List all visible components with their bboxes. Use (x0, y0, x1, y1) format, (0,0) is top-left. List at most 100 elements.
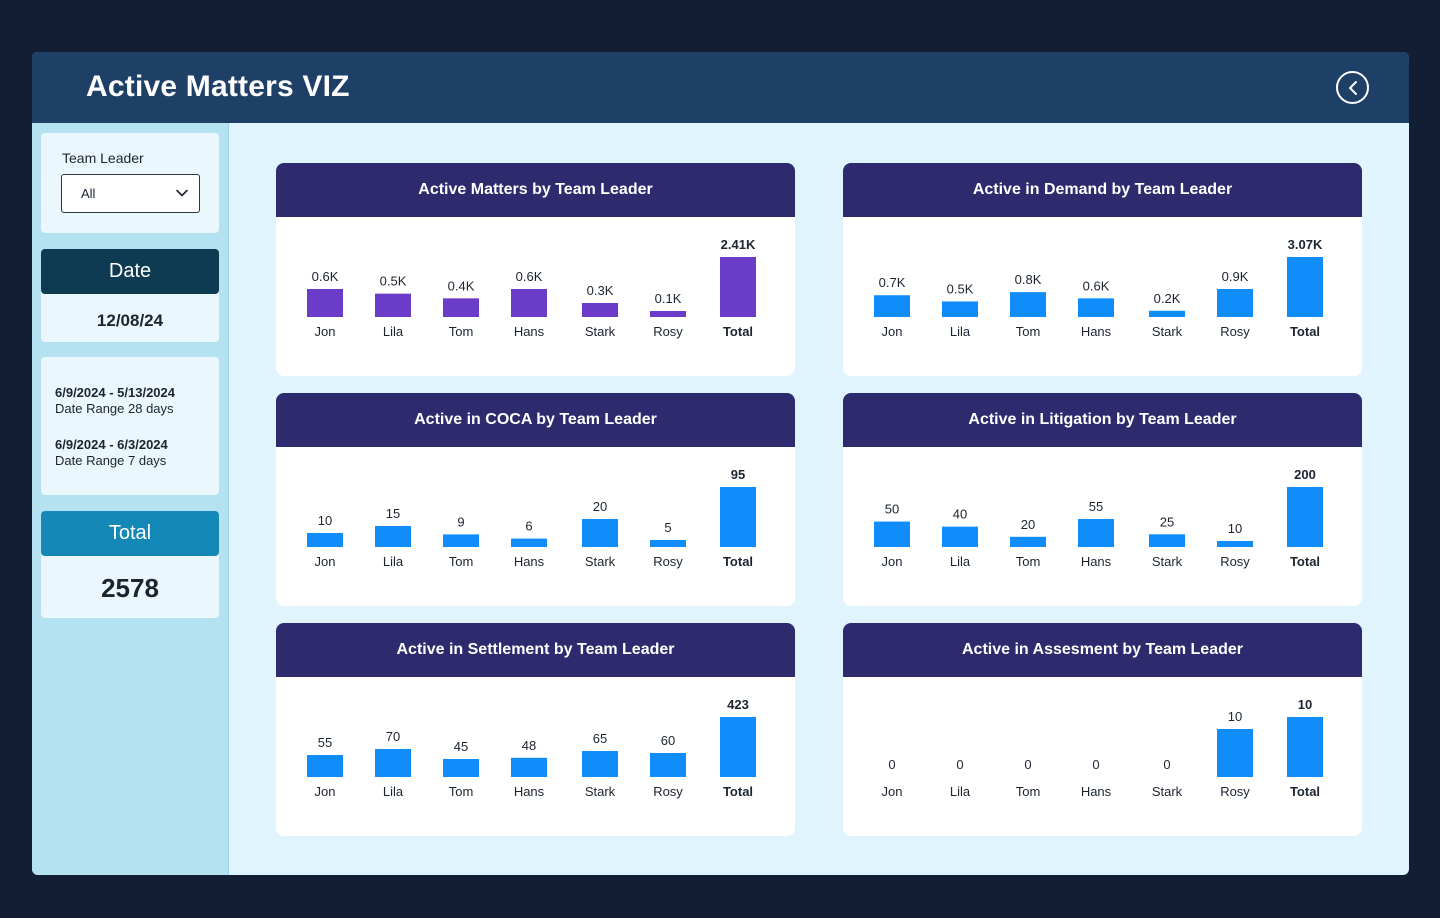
category-label: Tom (1016, 784, 1041, 799)
bar-lila[interactable] (375, 749, 411, 777)
data-label: 60 (661, 733, 675, 748)
chart-panel-coca: Active in COCA by Team Leader 10 Jon 15 Lil… (276, 393, 795, 606)
category-label: Total (723, 324, 753, 339)
bar-jon[interactable] (307, 289, 343, 317)
bar-hans[interactable] (511, 757, 547, 777)
category-label: Jon (882, 784, 903, 799)
bar-rosy[interactable] (1217, 729, 1253, 777)
bar-stark[interactable] (582, 751, 618, 777)
category-label: Tom (449, 784, 474, 799)
bar-chart: 50 Jon 40 Lila 20 Tom 55 Hans 25 Stark 10 Rosy 200 To… (874, 467, 1323, 569)
bar-total[interactable] (1287, 487, 1323, 547)
category-label: Hans (1081, 554, 1112, 569)
bar-stark[interactable] (1149, 310, 1185, 317)
chart-panel-demand: Active in Demand by Team Leader 0.7K Jon 0… (843, 163, 1362, 376)
bar-tom[interactable] (443, 759, 479, 777)
bar-stark[interactable] (582, 303, 618, 317)
date-card: Date 12/08/24 (41, 249, 219, 342)
bar-hans[interactable] (511, 538, 547, 547)
bar-jon[interactable] (307, 533, 343, 547)
data-label: 2.41K (721, 237, 756, 252)
bar-rosy[interactable] (1217, 289, 1253, 317)
chart-panel-matters: Active Matters by Team Leader 0.6K Jon 0.5… (276, 163, 795, 376)
category-label: Total (723, 784, 753, 799)
data-label: 55 (1089, 499, 1103, 514)
bar-hans[interactable] (1078, 298, 1114, 317)
bar-jon[interactable] (874, 295, 910, 317)
category-label: Tom (449, 324, 474, 339)
bar-jon[interactable] (307, 755, 343, 777)
chart-title: Active Matters by Team Leader (276, 163, 795, 217)
total-card: Total 2578 (41, 511, 219, 618)
category-label: Rosy (653, 784, 683, 799)
bar-tom[interactable] (443, 534, 479, 547)
category-label: Stark (585, 554, 616, 569)
category-label: Stark (1152, 784, 1183, 799)
bar-tom[interactable] (443, 298, 479, 317)
bar-stark[interactable] (582, 519, 618, 547)
data-label: 0 (1092, 757, 1099, 772)
bar-tom[interactable] (1010, 536, 1046, 547)
data-label: 200 (1294, 467, 1316, 482)
date-ranges-card: 6/9/2024 - 5/13/2024 Date Range 28 days … (41, 357, 219, 495)
chart-title: Active in Litigation by Team Leader (843, 393, 1362, 447)
category-label: Rosy (1220, 324, 1250, 339)
chart-panel-assessment: Active in Assesment by Team Leader 0 Jon 0… (843, 623, 1362, 836)
bar-total[interactable] (720, 717, 756, 777)
data-label: 0 (956, 757, 963, 772)
data-label: 0 (1024, 757, 1031, 772)
bar-total[interactable] (720, 257, 756, 317)
category-label: Lila (950, 554, 971, 569)
data-label: 20 (1021, 517, 1035, 532)
data-label: 3.07K (1288, 237, 1323, 252)
data-label: 0 (888, 757, 895, 772)
bar-stark[interactable] (1149, 534, 1185, 547)
bar-rosy[interactable] (650, 540, 686, 547)
bar-chart: 0 Jon 0 Lila 0 Tom 0 Hans 0 Stark 10 Rosy 10 Total (882, 697, 1323, 799)
back-button[interactable] (1336, 71, 1369, 104)
bar-lila[interactable] (375, 293, 411, 317)
category-label: Total (1290, 324, 1320, 339)
bar-lila[interactable] (942, 526, 978, 547)
bar-rosy[interactable] (1217, 541, 1253, 547)
bar-total[interactable] (1287, 257, 1323, 317)
data-label: 10 (1298, 697, 1312, 712)
total-value: 2578 (101, 573, 159, 603)
category-label: Stark (1152, 554, 1183, 569)
bar-total[interactable] (1287, 717, 1323, 777)
chart-panel-litigation: Active in Litigation by Team Leader 50 Jo… (843, 393, 1362, 606)
category-label: Jon (315, 324, 336, 339)
bar-total[interactable] (720, 487, 756, 547)
category-label: Rosy (653, 324, 683, 339)
bar-jon[interactable] (874, 521, 910, 547)
data-label: 40 (953, 507, 967, 522)
range-length: Date Range 7 days (55, 453, 167, 468)
category-label: Total (1290, 784, 1320, 799)
data-label: 0.2K (1154, 291, 1181, 306)
range-length: Date Range 28 days (55, 401, 174, 416)
bar-rosy[interactable] (650, 311, 686, 317)
data-label: 48 (522, 738, 536, 753)
data-label: 10 (1228, 709, 1242, 724)
category-label: Tom (1016, 554, 1041, 569)
date-value: 12/08/24 (96, 311, 164, 330)
category-label: Lila (950, 324, 971, 339)
data-label: 95 (731, 467, 745, 482)
data-label: 0.3K (587, 283, 614, 298)
bar-hans[interactable] (511, 289, 547, 317)
category-label: Lila (383, 554, 404, 569)
select-value: All (81, 186, 96, 201)
chart-title: Active in Assesment by Team Leader (843, 623, 1362, 677)
category-label: Lila (383, 784, 404, 799)
total-label: Total (41, 511, 219, 556)
category-label: Lila (383, 324, 404, 339)
category-label: Rosy (1220, 784, 1250, 799)
bar-lila[interactable] (942, 301, 978, 317)
bar-rosy[interactable] (650, 753, 686, 777)
bar-lila[interactable] (375, 526, 411, 547)
team-leader-select[interactable]: All (61, 174, 200, 213)
bar-hans[interactable] (1078, 519, 1114, 547)
data-label: 10 (1228, 521, 1242, 536)
chart-title: Active in COCA by Team Leader (276, 393, 795, 447)
bar-tom[interactable] (1010, 292, 1046, 317)
